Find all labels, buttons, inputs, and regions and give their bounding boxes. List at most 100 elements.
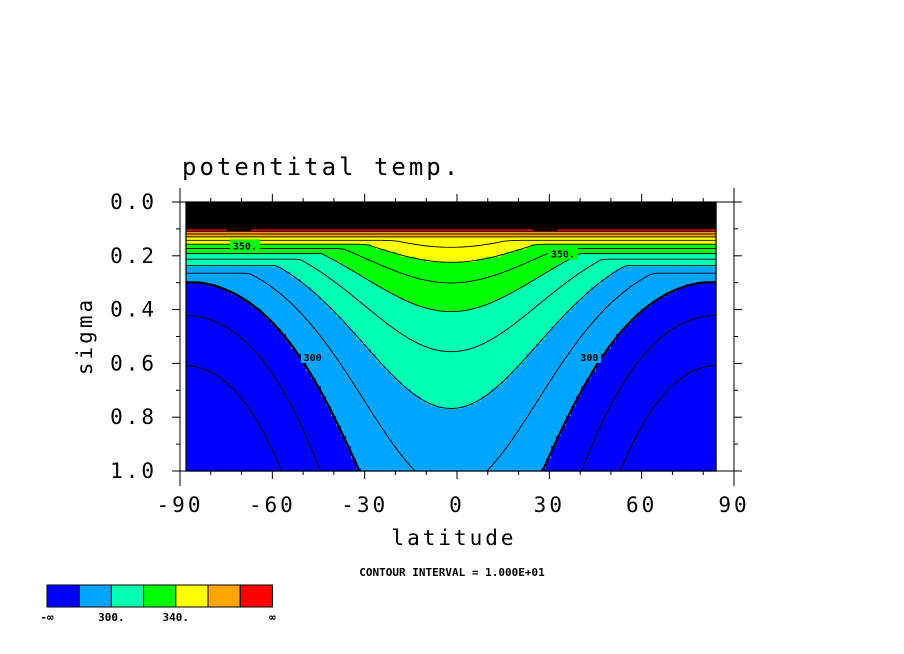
contour-cell	[606, 309, 612, 313]
contour-cell	[446, 274, 452, 278]
contour-cell	[346, 306, 352, 310]
contour-cell	[646, 236, 652, 240]
contour-cell	[411, 204, 417, 208]
contour-cell	[276, 294, 282, 298]
contour-cell	[711, 241, 717, 245]
contour-cell	[316, 261, 322, 265]
contour-cell	[261, 256, 267, 260]
contour-cell	[261, 234, 267, 238]
contour-cell	[666, 261, 672, 265]
contour-cell	[351, 306, 357, 310]
contour-cell	[426, 294, 432, 298]
contour-cell	[641, 294, 647, 298]
contour-cell	[191, 289, 197, 293]
contour-cell	[556, 274, 562, 278]
contour-cell	[236, 236, 242, 240]
contour-cell	[436, 236, 442, 240]
contour-cell	[431, 239, 437, 243]
contour-cell	[381, 231, 387, 235]
contour-cell	[401, 261, 407, 265]
contour-cell	[321, 311, 327, 315]
contour-cell	[221, 276, 227, 280]
contour-cell	[421, 236, 427, 240]
contour-cell	[501, 291, 507, 295]
contour-cell	[521, 241, 527, 245]
contour-cell	[611, 221, 617, 226]
contour-cell	[701, 289, 707, 293]
contour-cell	[616, 289, 622, 293]
contour-cell	[541, 276, 547, 280]
contour-cell	[526, 309, 532, 313]
contour-cell	[711, 304, 717, 308]
contour-cell	[206, 304, 212, 308]
contour-cell	[456, 204, 462, 208]
contour-cell	[416, 266, 422, 270]
contour-cell	[691, 256, 697, 260]
contour-cell	[666, 289, 672, 293]
contour-cell	[421, 284, 427, 288]
contour-cell	[621, 231, 627, 235]
contour-cell	[396, 281, 402, 285]
contour-cell	[456, 289, 462, 293]
contour-cell	[566, 294, 572, 298]
contour-cell	[251, 206, 257, 211]
contour-cell	[281, 259, 287, 263]
contour-cell	[231, 261, 237, 265]
contour-cell	[236, 204, 242, 208]
contour-cell	[381, 281, 387, 285]
contour-cell	[431, 204, 437, 208]
contour-cell	[371, 251, 377, 255]
contour-cell	[301, 236, 307, 240]
contour-cell	[396, 269, 402, 273]
contour-cell	[256, 231, 262, 235]
contour-cell	[671, 304, 677, 308]
contour-cell	[351, 256, 357, 260]
contour-cell	[446, 296, 452, 300]
contour-cell	[436, 239, 442, 243]
contour-cell	[366, 264, 372, 268]
contour-cell	[211, 286, 217, 290]
contour-cell	[436, 316, 442, 320]
contour-cell	[426, 269, 432, 273]
contour-cell	[696, 231, 702, 235]
contour-cell	[686, 306, 692, 310]
contour-cell	[191, 291, 197, 295]
contour-cell	[241, 284, 247, 288]
contour-cell	[711, 276, 717, 280]
contour-cell	[471, 309, 477, 313]
contour-cell	[221, 274, 227, 278]
contour-cell	[281, 284, 287, 288]
contour-cell	[231, 231, 237, 235]
contour-cell	[271, 202, 277, 206]
contour-cell	[316, 241, 322, 245]
contour-cell	[671, 309, 677, 313]
contour-cell	[531, 284, 537, 288]
contour-cell	[416, 296, 422, 300]
contour-cell	[651, 284, 657, 288]
contour-cell	[366, 284, 372, 288]
contour-cell	[461, 289, 467, 293]
contour-cell	[526, 316, 532, 320]
contour-cell	[336, 294, 342, 298]
contour-cell	[251, 254, 257, 258]
contour-cell	[391, 274, 397, 278]
contour-cell	[381, 289, 387, 293]
contour-cell	[346, 264, 352, 268]
contour-cell	[461, 281, 467, 285]
contour-cell	[686, 314, 692, 318]
contour-cell	[271, 236, 277, 240]
contour-cell	[631, 271, 637, 275]
contour-cell	[431, 291, 437, 295]
contour-cell	[411, 249, 417, 253]
contour-cell	[286, 291, 292, 295]
contour-cell	[671, 206, 677, 211]
contour-cell	[356, 314, 362, 318]
contour-cell	[651, 286, 657, 290]
contour-cell	[651, 311, 657, 315]
contour-cell	[351, 241, 357, 245]
contour-cell	[371, 254, 377, 258]
contour-cell	[411, 266, 417, 270]
contour-cell	[276, 281, 282, 285]
contour-cell	[656, 239, 662, 243]
contour-cell	[196, 274, 202, 278]
